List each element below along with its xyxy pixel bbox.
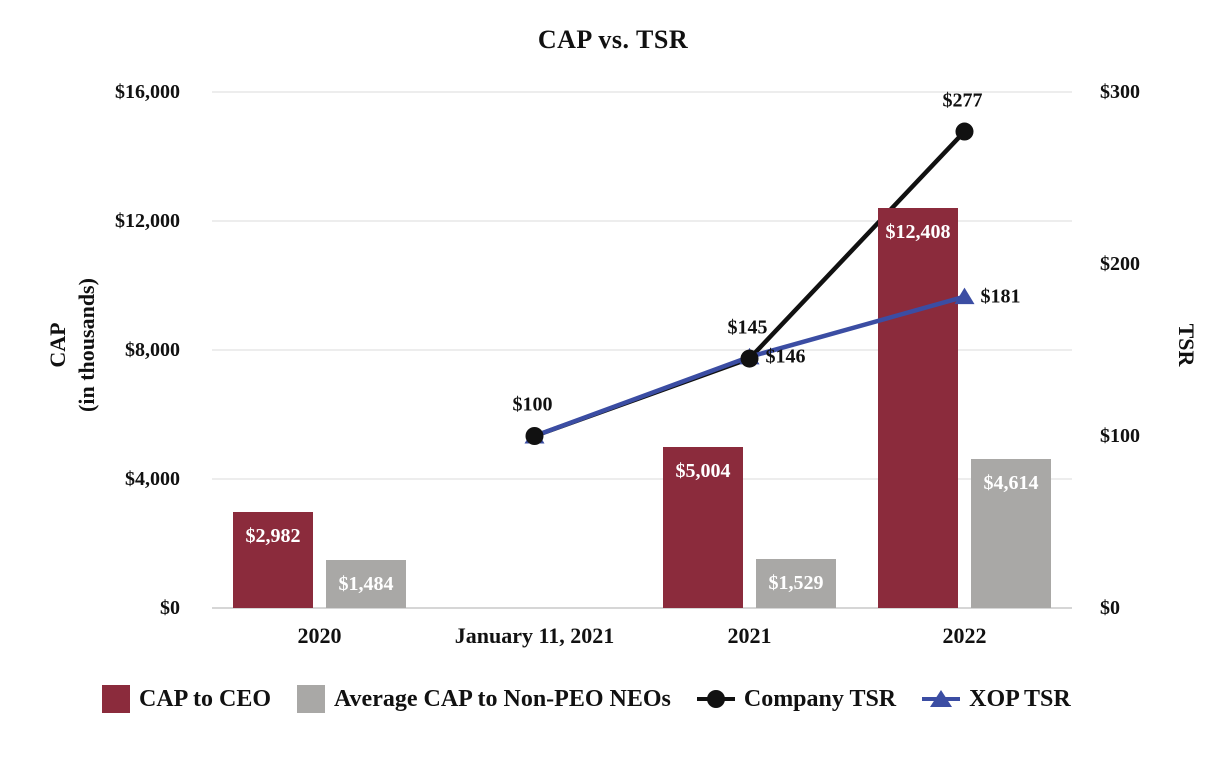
legend-label: Average CAP to Non-PEO NEOs [334,685,671,712]
company-tsr-marker [955,122,974,141]
point-label-company-tsr: $277 [942,89,983,112]
left-axis-tick: $0 [160,597,180,619]
point-label-company-tsr: $100 [512,393,553,416]
right-axis-tick: $0 [1100,597,1120,619]
legend: CAP to CEO Average CAP to Non-PEO NEOs Com… [102,682,1071,716]
cap-to-ceo-swatch-icon [102,685,130,713]
average-cap-to-non-peo-neos-swatch-icon [297,685,325,713]
legend-label: XOP TSR [969,685,1071,712]
company-tsr-marker [525,427,544,445]
bar-value-label: $2,982 [245,524,301,547]
bar-average-cap-to-non-peo-neos-2021: $1,529 [756,558,836,608]
x-axis-line [212,607,1072,609]
left-axis-tick: $4,000 [125,468,180,490]
legend-label: CAP to CEO [139,685,271,712]
bar-average-cap-to-non-peo-neos-2022: $4,614 [971,459,1051,608]
point-label-xop-tsr: $181 [980,285,1021,308]
xop-tsr-marker [954,287,975,305]
gridline [212,349,1072,351]
right-axis-tick: $200 [1100,253,1140,275]
left-axis-tick: $12,000 [115,210,180,232]
gridline [212,220,1072,222]
bar-cap-to-ceo-2022: $12,408 [878,207,958,608]
legend-item-average-cap-to-non-peo-neos: Average CAP to Non-PEO NEOs [297,685,671,713]
legend-item-xop-tsr: XOP TSR [922,685,1071,713]
point-label-company-tsr: $145 [727,316,768,339]
x-axis-label-january-11-2021: January 11, 2021 [454,623,615,648]
left-axis-tick: $16,000 [115,81,180,103]
x-axis-label-2022: 2022 [942,623,987,648]
company-tsr-marker [740,349,759,368]
bar-average-cap-to-non-peo-neos-2020: $1,484 [326,560,406,608]
right-axis-tick: $100 [1100,425,1140,447]
chart-title: CAP vs. TSR [537,25,689,54]
bar-value-label: $4,614 [983,472,1039,495]
legend-item-company-tsr: Company TSR [696,685,897,713]
legend-label: Company TSR [743,685,897,712]
xop-tsr-marker-icon [922,685,961,713]
right-axis-tick: $300 [1100,81,1140,103]
x-axis-label-2021: 2021 [727,623,772,648]
legend-item-cap-to-ceo: CAP to CEO [102,685,271,713]
x-axis-label-2020: 2020 [297,623,342,648]
point-label-xop-tsr: $146 [765,345,806,368]
left-axis-tick: $8,000 [125,339,180,361]
bar-cap-to-ceo-2020: $2,982 [233,511,313,608]
bar-value-label: $12,408 [885,220,951,243]
gridline [212,91,1072,93]
bar-value-label: $1,529 [768,571,824,594]
gridline [212,478,1072,480]
bar-cap-to-ceo-2021: $5,004 [663,446,743,608]
bar-value-label: $1,484 [338,572,394,595]
bar-value-label: $5,004 [675,459,731,482]
company-tsr-marker-icon [696,685,735,713]
